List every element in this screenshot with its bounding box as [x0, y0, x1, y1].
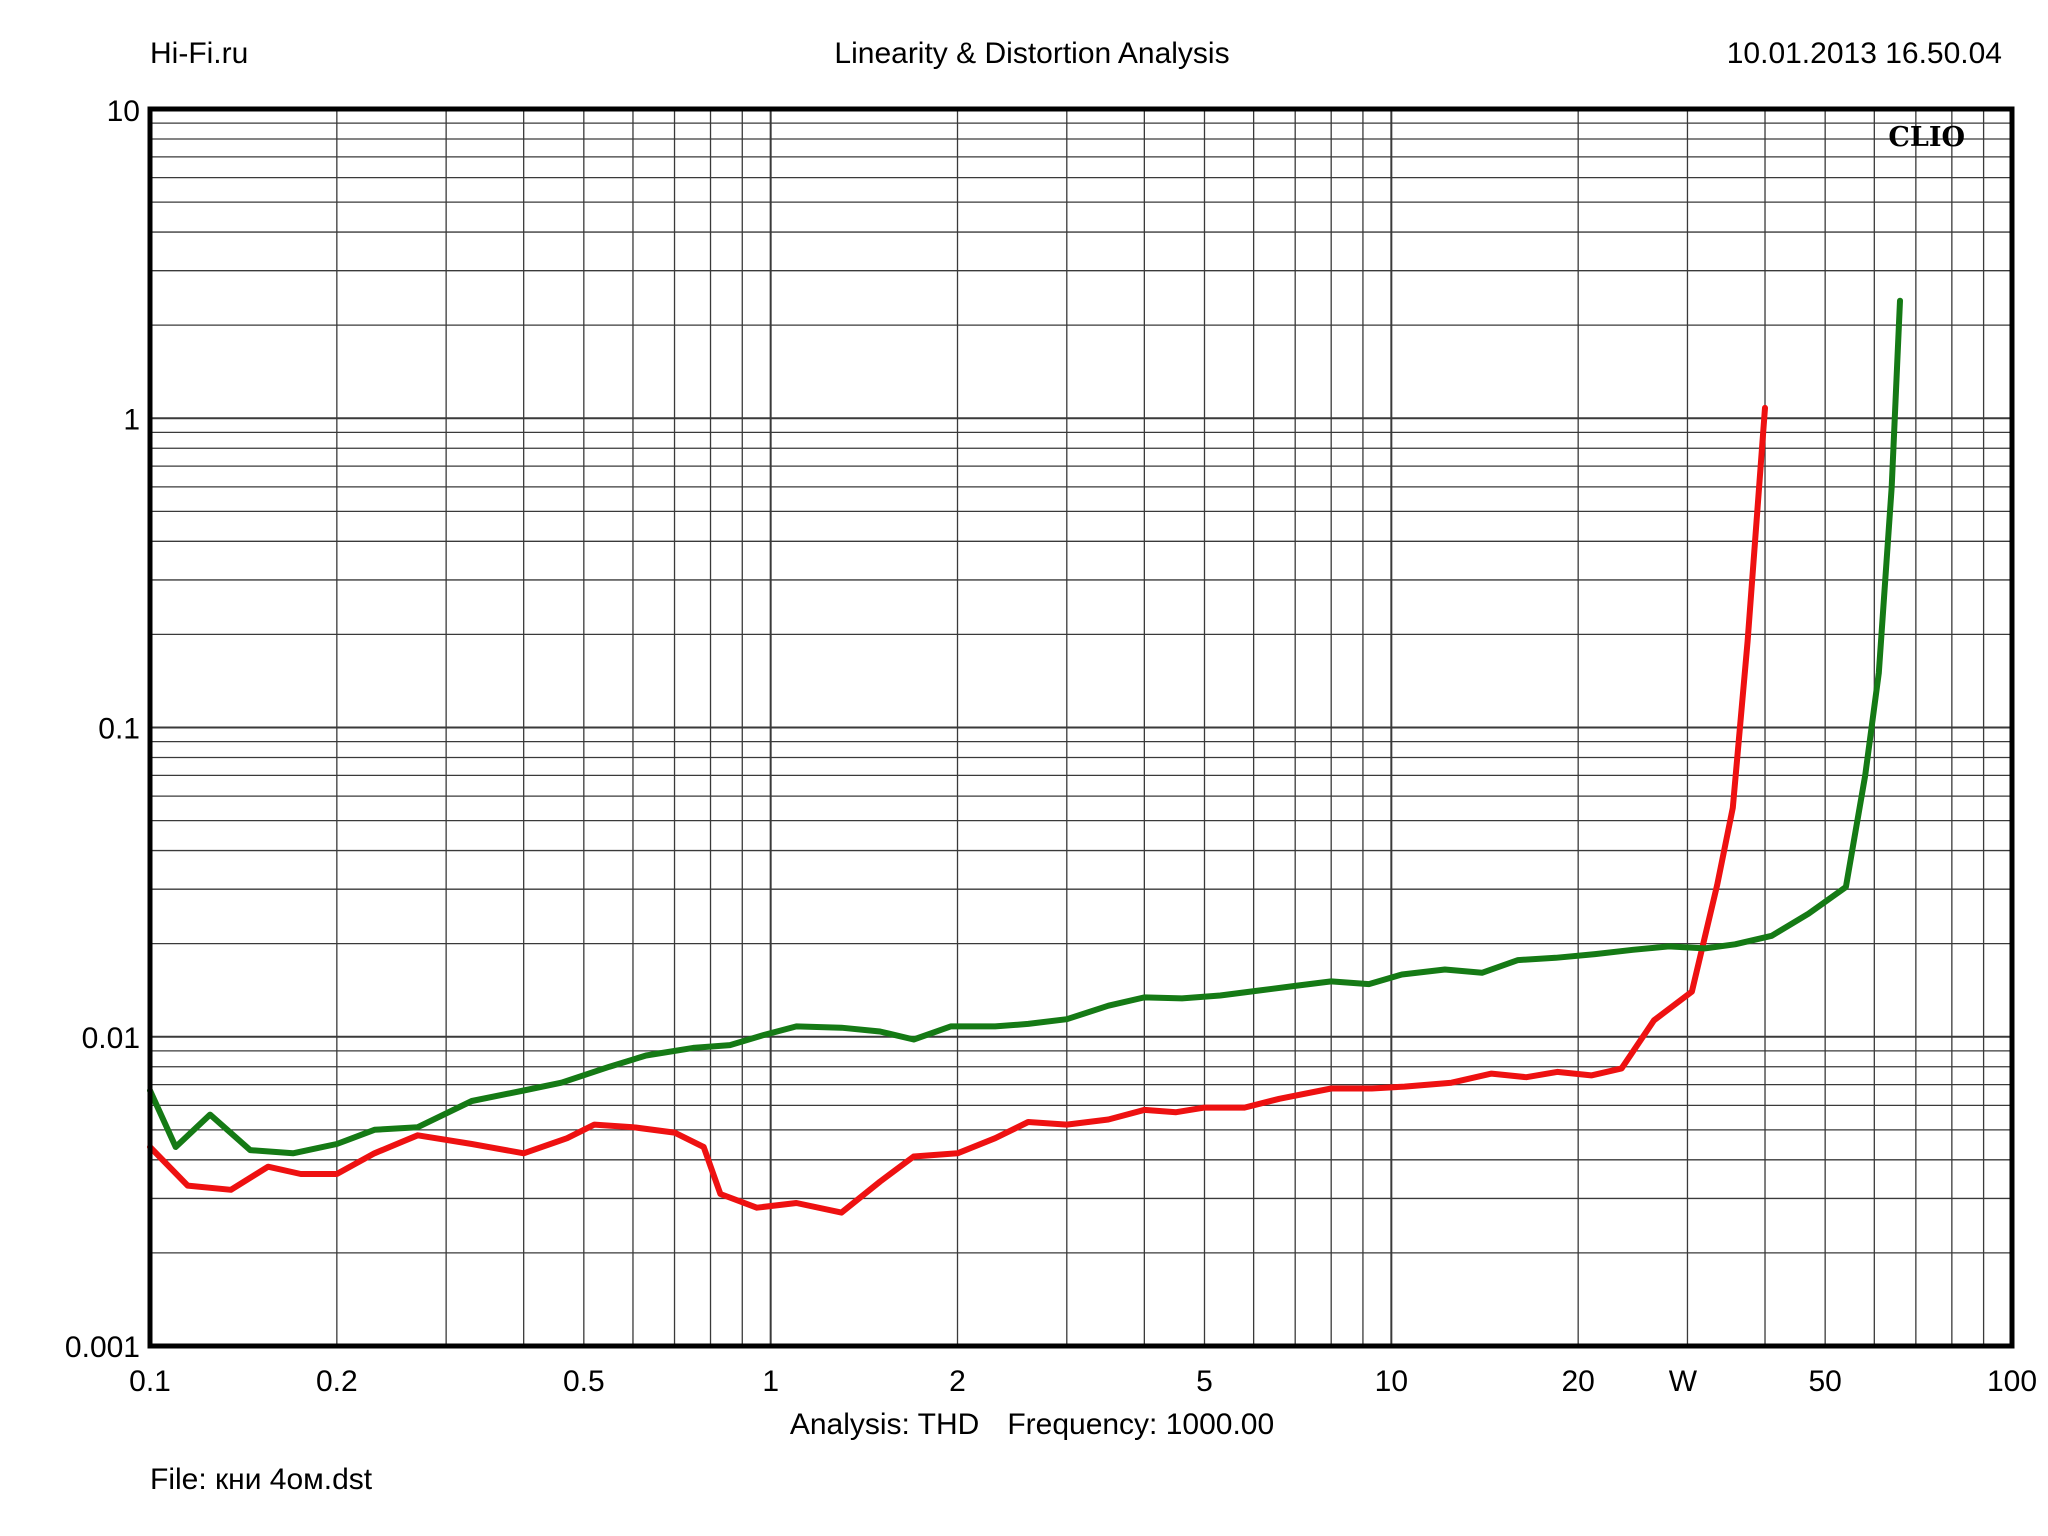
y-tick-label: 0.001: [65, 1331, 140, 1364]
y-tick-label: 0.1: [98, 713, 140, 746]
brand-logo-text: CLIO: [1888, 122, 1965, 153]
x-tick-label: 10: [1375, 1365, 1408, 1398]
header-timestamp: 10.01.2013 16.50.04: [1726, 37, 2002, 70]
y-tick-label: 1: [123, 403, 140, 436]
analysis-label: Analysis: THD: [789, 1408, 980, 1441]
x-tick-label: 0.2: [316, 1365, 358, 1398]
grid-lines: [150, 109, 2012, 1346]
x-tick-label: 50: [1808, 1365, 1841, 1398]
axis-ticks: 0.1 0.2 0.5 1 2 5 10 20 50 100 W 10 1 0.1 0.01 0.001: [65, 95, 2037, 1398]
x-tick-label: 0.5: [563, 1365, 605, 1398]
series-line-1: [147, 404, 1768, 1216]
x-tick-label: 5: [1196, 1365, 1213, 1398]
y-tick-label: 0.01: [82, 1022, 140, 1055]
file-name-label: File: кни 4ом.dst: [150, 1463, 373, 1496]
x-tick-label: 2: [949, 1365, 966, 1398]
x-tick-label: 0.1: [129, 1365, 171, 1398]
chart-title: Linearity & Distortion Analysis: [834, 37, 1230, 70]
header-site-label: Hi-Fi.ru: [150, 37, 249, 70]
x-tick-label: 100: [1987, 1365, 2037, 1398]
x-axis-label: W: [1669, 1365, 1698, 1398]
x-tick-label: 20: [1561, 1365, 1594, 1398]
plot-frame: [147, 106, 2015, 1349]
analysis-info: Analysis: THD Frequency: 1000.00: [790, 1407, 1274, 1443]
series-line-2: [147, 297, 1903, 1157]
data-series: [147, 297, 1903, 1216]
frequency-label: Frequency: 1000.00: [1007, 1408, 1275, 1441]
y-tick-label: 10: [107, 95, 140, 128]
x-tick-label: 1: [762, 1365, 779, 1398]
